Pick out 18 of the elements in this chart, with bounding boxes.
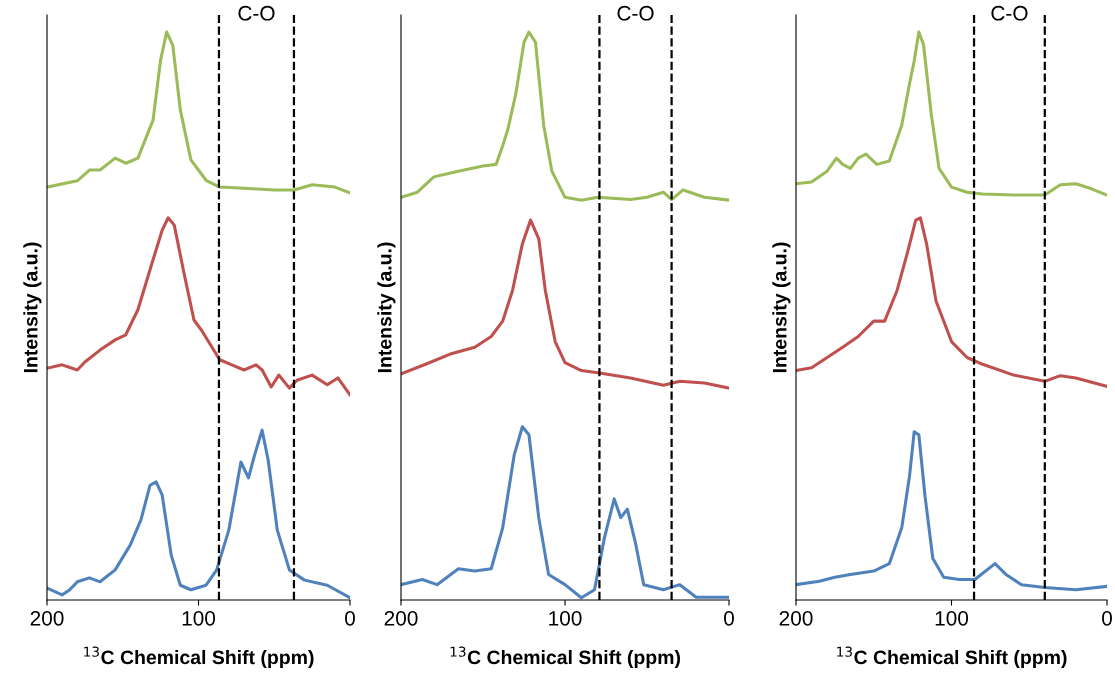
x-tick-label: 200: [384, 610, 418, 626]
x-axis-title: $^{13}$C Chemical Shift (ppm): [84, 646, 314, 669]
y-axis-title: Intensity (a.u.): [772, 242, 791, 373]
x-tick-label: 0: [345, 610, 355, 626]
x-tick-label: 100: [935, 610, 969, 626]
x-tick-label: 100: [182, 610, 216, 626]
y-axis-title: Intensity (a.u.): [23, 242, 42, 373]
x-tick-label: 200: [30, 610, 64, 626]
x-tick-label: 0: [724, 610, 734, 626]
x-axis-title: $^{13}$C Chemical Shift (ppm): [837, 646, 1067, 669]
text: C-O: [617, 5, 654, 21]
x-tick-label: 100: [549, 610, 582, 626]
x-tick-label: 0: [1102, 610, 1112, 626]
text: C-O: [991, 5, 1028, 21]
x-tick-label: 200: [779, 610, 813, 626]
text: C-O: [238, 5, 275, 21]
y-axis-title: Intensity (a.u.): [377, 242, 396, 373]
x-axis-title: $^{13}$C Chemical Shift (ppm): [450, 646, 680, 669]
